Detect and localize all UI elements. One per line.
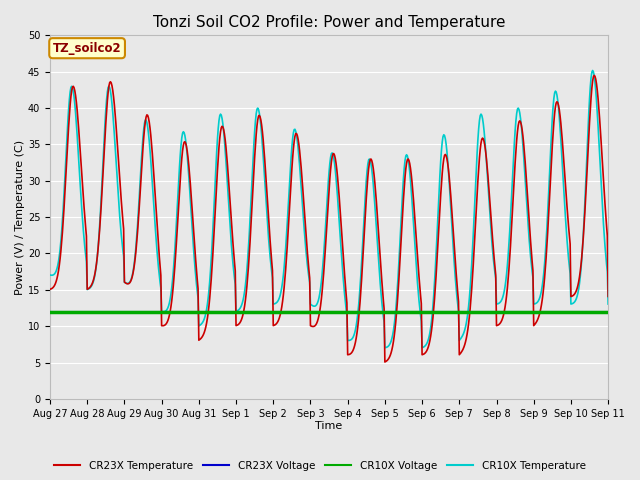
CR23X Voltage <box>430 309 438 314</box>
CR23X Voltage <box>375 309 383 314</box>
CR10X Voltage <box>168 309 176 314</box>
Y-axis label: Power (V) / Temperature (C): Power (V) / Temperature (C) <box>15 140 25 295</box>
CR23X Temperature <box>46 287 54 292</box>
CR10X Temperature <box>604 301 612 307</box>
CR23X Temperature <box>381 359 388 365</box>
CR10X Voltage <box>553 309 561 314</box>
CR10X Temperature <box>554 98 561 104</box>
CR10X Voltage <box>46 309 54 314</box>
CR10X Temperature <box>46 272 54 278</box>
CR23X Temperature <box>604 294 612 300</box>
CR23X Temperature <box>590 72 598 78</box>
CR23X Voltage <box>193 309 200 314</box>
Legend: CR23X Temperature, CR23X Voltage, CR10X Voltage, CR10X Temperature: CR23X Temperature, CR23X Voltage, CR10X … <box>50 456 590 475</box>
CR23X Temperature <box>375 232 383 238</box>
CR23X Temperature <box>193 268 200 274</box>
CR10X Voltage <box>193 309 200 314</box>
CR23X Voltage <box>604 309 612 314</box>
CR10X Temperature <box>375 260 383 265</box>
CR10X Temperature <box>431 281 438 287</box>
CR10X Temperature <box>321 241 328 247</box>
CR23X Voltage <box>553 309 561 314</box>
Title: Tonzi Soil CO2 Profile: Power and Temperature: Tonzi Soil CO2 Profile: Power and Temper… <box>153 15 506 30</box>
Line: CR23X Temperature: CR23X Temperature <box>50 75 608 362</box>
CR10X Temperature <box>193 282 200 288</box>
Line: CR10X Temperature: CR10X Temperature <box>50 71 608 348</box>
CR23X Voltage <box>46 309 54 314</box>
CR10X Voltage <box>375 309 383 314</box>
X-axis label: Time: Time <box>316 421 342 432</box>
CR10X Voltage <box>430 309 438 314</box>
Text: TZ_soilco2: TZ_soilco2 <box>52 42 122 55</box>
CR10X Temperature <box>589 68 596 73</box>
CR10X Temperature <box>168 278 176 284</box>
CR10X Voltage <box>604 309 612 314</box>
CR23X Voltage <box>321 309 328 314</box>
CR23X Temperature <box>321 260 328 266</box>
CR10X Voltage <box>321 309 328 314</box>
CR10X Temperature <box>381 345 388 350</box>
CR23X Voltage <box>168 309 176 314</box>
CR23X Temperature <box>431 297 438 302</box>
CR23X Temperature <box>168 291 176 297</box>
CR23X Temperature <box>554 100 561 106</box>
